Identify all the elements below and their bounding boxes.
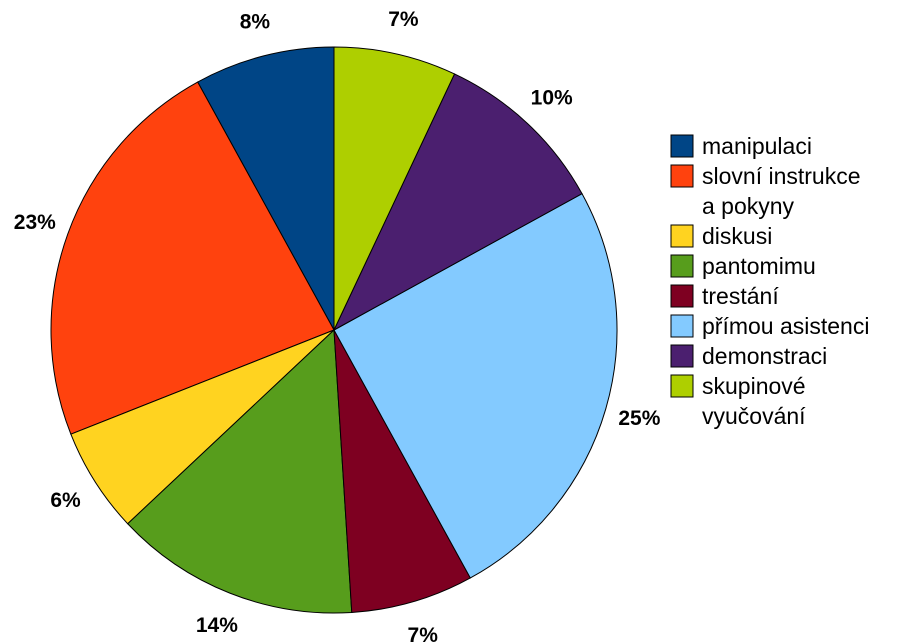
legend-swatch-2 bbox=[670, 224, 694, 248]
legend-label-7-line-0: skupinové bbox=[702, 373, 806, 399]
pie-slice-6 bbox=[332, 73, 583, 332]
legend-label-7-line-1: vyučování bbox=[702, 403, 806, 429]
slice-percent-label-6: 10% bbox=[531, 87, 573, 110]
slice-percent-label-5: 25% bbox=[618, 407, 660, 430]
pie-slices bbox=[50, 46, 618, 614]
legend: manipulaci slovní instrukce a pokyny disku… bbox=[670, 133, 869, 429]
legend-item-6: demonstraci bbox=[670, 343, 827, 369]
slice-percent-label-7: 7% bbox=[388, 8, 419, 31]
slice-percent-label-4: 7% bbox=[408, 624, 439, 644]
legend-swatch-5 bbox=[670, 314, 694, 338]
legend-label-6-line-0: demonstraci bbox=[702, 343, 827, 369]
legend-item-5: přímou asistenci bbox=[670, 313, 869, 339]
legend-label-1-line-0: slovní instrukce bbox=[702, 163, 861, 189]
legend-item-0: manipulaci bbox=[670, 133, 812, 159]
pie-slice-5 bbox=[333, 192, 618, 579]
legend-item-4: trestání bbox=[670, 283, 779, 309]
legend-label-1-line-1: a pokyny bbox=[702, 193, 795, 219]
pie-slice-3 bbox=[126, 328, 353, 614]
pie-slice-1 bbox=[50, 81, 335, 435]
legend-label-5-line-0: přímou asistenci bbox=[702, 313, 869, 339]
pie-slice-0 bbox=[196, 46, 335, 331]
legend-swatch-6 bbox=[670, 344, 694, 368]
legend-swatch-3 bbox=[670, 254, 694, 278]
percentage-labels: 8% 23% 6% 14% 7% 25% 10% 7% bbox=[14, 8, 661, 644]
slice-percent-label-3: 14% bbox=[196, 614, 238, 637]
legend-item-3: pantomimu bbox=[670, 253, 816, 279]
legend-label-2-line-0: diskusi bbox=[702, 223, 772, 249]
legend-swatch-0 bbox=[670, 134, 694, 158]
legend-label-3-line-0: pantomimu bbox=[702, 253, 816, 279]
slice-percent-label-0: 8% bbox=[240, 11, 271, 34]
legend-label-0-line-0: manipulaci bbox=[702, 133, 812, 159]
pie-slice-7 bbox=[333, 46, 456, 331]
slice-percent-label-1: 23% bbox=[14, 211, 56, 234]
legend-swatch-7 bbox=[670, 374, 694, 398]
pie-slice-4 bbox=[333, 329, 472, 613]
legend-item-2: diskusi bbox=[670, 223, 772, 249]
legend-swatch-4 bbox=[670, 284, 694, 308]
legend-item-1: slovní instrukce a pokyny bbox=[670, 163, 861, 219]
legend-item-7: skupinové vyučování bbox=[670, 373, 806, 429]
legend-label-4-line-0: trestání bbox=[702, 283, 779, 309]
slice-percent-label-2: 6% bbox=[50, 489, 81, 512]
legend-swatch-1 bbox=[670, 164, 694, 188]
